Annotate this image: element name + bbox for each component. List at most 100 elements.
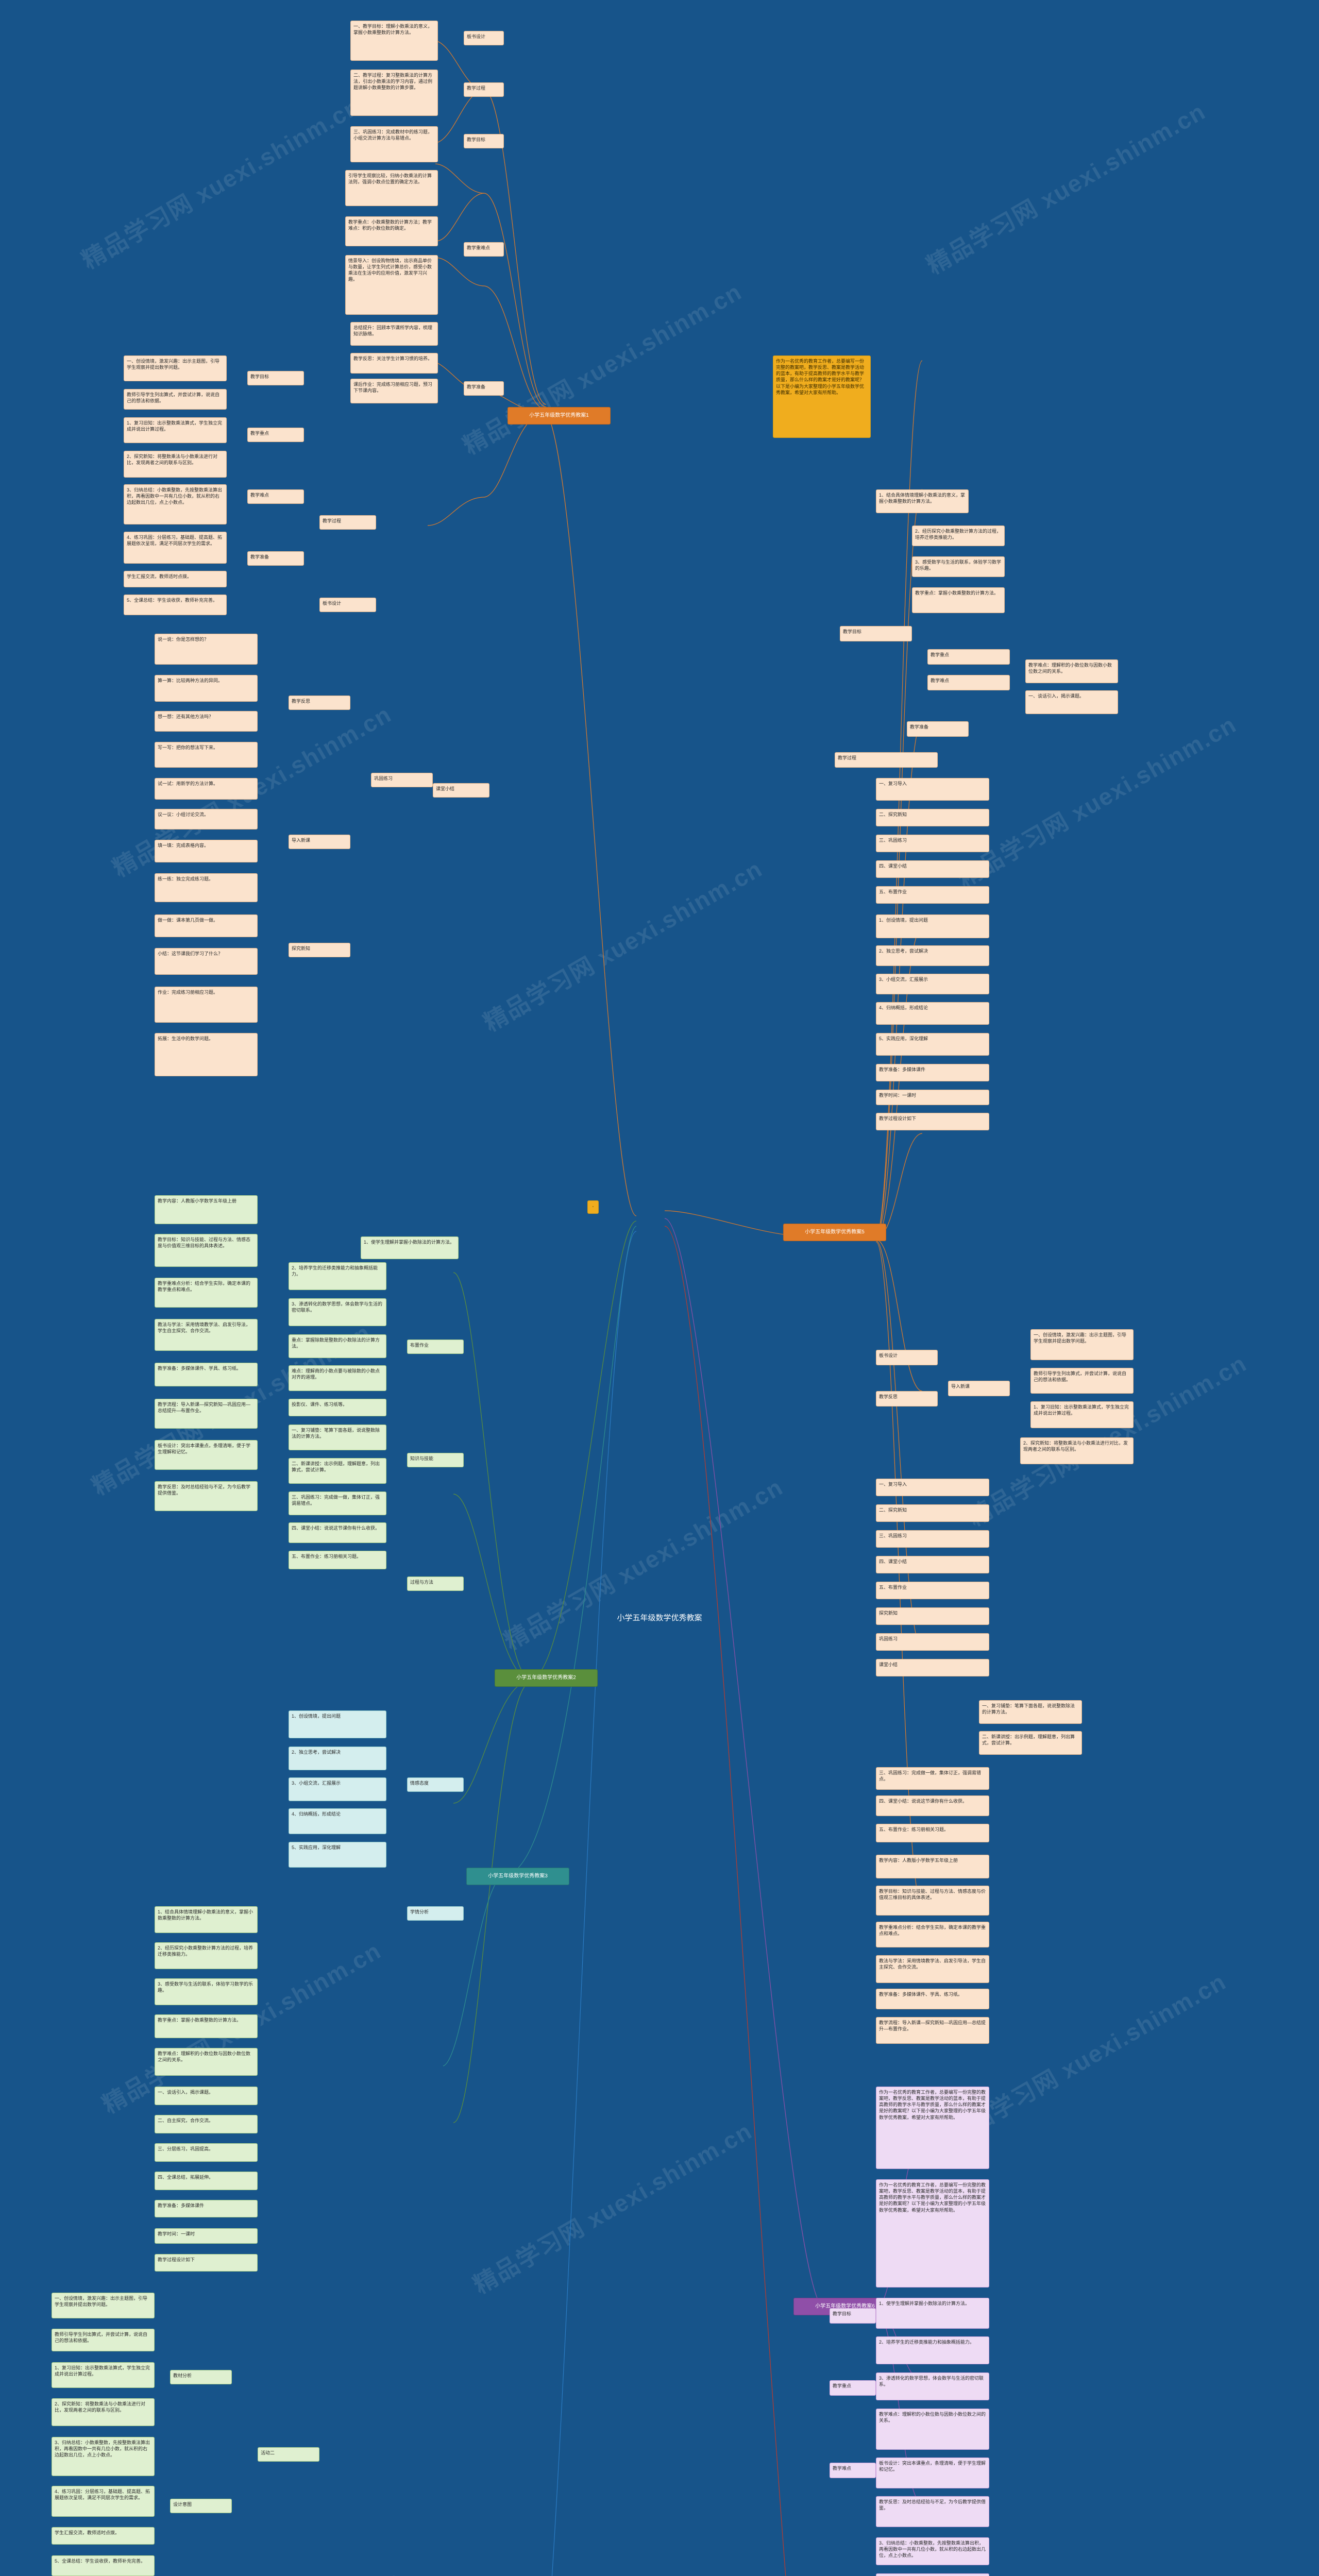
node-left-3[interactable]: 三、巩固练习：完成教材中的练习题，小组交流计算方法与易错点。 bbox=[350, 126, 438, 162]
leaf-11[interactable]: 作业：完成练习册相应习题。 bbox=[155, 987, 258, 1023]
leaf-6[interactable]: 议一议：小组讨论交流。 bbox=[155, 809, 258, 829]
node-right-18[interactable]: 教学时间：一课时 bbox=[876, 1090, 989, 1105]
leaf-10[interactable]: 小结：这节课我们学习了什么？ bbox=[155, 948, 258, 975]
node-right-7[interactable]: 一、复习导入 bbox=[876, 778, 989, 801]
leaf-7[interactable]: 填一填：完成表格内容。 bbox=[155, 840, 258, 862]
node-right-25[interactable]: 二、探究新知 bbox=[876, 1504, 989, 1522]
node-lower-8[interactable]: 三、分层练习，巩固提高。 bbox=[155, 2143, 258, 2162]
branch-label-2[interactable]: 小学五年级数学优秀教案2 bbox=[495, 1669, 598, 1687]
node-right-4[interactable]: 教学重点：掌握小数乘整数的计算方法。 bbox=[912, 587, 1005, 613]
misc-right-6[interactable]: 板书设计 bbox=[876, 1350, 938, 1365]
leaf-12[interactable]: 拓展：生活中的数学问题。 bbox=[155, 1033, 258, 1076]
node-right-33[interactable]: 二、新课讲授：出示例题，理解题意，列出算式，尝试计算。 bbox=[979, 1731, 1082, 1755]
node-teal-1[interactable]: 1、创设情境，提出问题 bbox=[289, 1710, 386, 1738]
node-purple-6[interactable]: 教学难点：理解积的小数位数与因数小数位数之间的关系。 bbox=[876, 2409, 989, 2450]
leaf-9[interactable]: 做一做：课本第几页做一做。 bbox=[155, 914, 258, 937]
node-right-8[interactable]: 二、探究新知 bbox=[876, 809, 989, 826]
node-lower-9[interactable]: 四、全课总结，拓展延伸。 bbox=[155, 2172, 258, 2190]
node-left-5[interactable]: 教学重点：小数乘整数的计算方法；教学难点：积的小数位数的确定。 bbox=[345, 216, 438, 246]
misc-right-8[interactable]: 导入新课 bbox=[948, 1381, 1010, 1396]
node-right-27[interactable]: 四、课堂小结 bbox=[876, 1556, 989, 1573]
misc-label-9[interactable]: 探究新知 bbox=[289, 943, 350, 957]
node-right-36[interactable]: 五、布置作业：练习册相关习题。 bbox=[876, 1824, 989, 1842]
node-colB-7[interactable]: 一、复习铺垫：笔算下面各题，说说整数除法的计算方法。 bbox=[289, 1425, 386, 1450]
misc-purple-3[interactable]: 教学难点 bbox=[830, 2463, 876, 2478]
node-right-16[interactable]: 5、实践应用，深化理解 bbox=[876, 1033, 989, 1056]
subnode-top-2[interactable]: 教学过程 bbox=[464, 82, 504, 97]
node-colC-1[interactable]: 教学内容：人教版小学数学五年级上册 bbox=[155, 1195, 258, 1224]
node-colC-2[interactable]: 教学目标：知识与技能、过程与方法、情感态度与价值观三维目标的具体表述。 bbox=[155, 1234, 258, 1267]
intro-block[interactable]: 作为一名优秀的教育工作者，总要编写一份完整的教案吧，教学反思、教案是教学活动的蓝… bbox=[773, 355, 871, 438]
node-lower-10[interactable]: 教学准备：多媒体课件 bbox=[155, 2200, 258, 2217]
node-lower-16[interactable]: 2、探究新知：将整数乘法与小数乘法进行对比，发现两者之间的联系与区别。 bbox=[52, 2398, 155, 2426]
leaf-2[interactable]: 算一算：比较两种方法的异同。 bbox=[155, 675, 258, 702]
node-right-37[interactable]: 教学内容：人教版小学数学五年级上册 bbox=[876, 1855, 989, 1878]
node-right-31[interactable]: 课堂小结 bbox=[876, 1659, 989, 1676]
node-lower-6[interactable]: 一、谈话引入，揭示课题。 bbox=[155, 2087, 258, 2105]
subnode-top-4[interactable]: 教学重难点 bbox=[464, 242, 504, 257]
node-colA-6[interactable]: 4、练习巩固：分层练习，基础题、提高题、拓展题依次呈现，满足不同层次学生的需求。 bbox=[124, 532, 227, 564]
node-colC-5[interactable]: 教学准备：多媒体课件、学具、练习纸。 bbox=[155, 1363, 258, 1386]
node-right-11[interactable]: 五、布置作业 bbox=[876, 886, 989, 904]
branch-label-5[interactable]: 小学五年级数学优秀教案5 bbox=[783, 1224, 886, 1241]
node-purple-1[interactable]: 作为一名优秀的教育工作者，总要编写一份完整的教案吧，教学反思、教案是教学活动的蓝… bbox=[876, 2087, 989, 2169]
node-colB-8[interactable]: 二、新课讲授：出示例题，理解题意，列出算式，尝试计算。 bbox=[289, 1458, 386, 1484]
node-left-6[interactable]: 情景导入：创设购物情境，出示商品单价与数量，让学生列式计算总价，感受小数乘法在生… bbox=[345, 255, 438, 315]
node-colB-4[interactable]: 重点：掌握除数是整数的小数除法的计算方法。 bbox=[289, 1334, 386, 1358]
node-purple-7[interactable]: 板书设计：突出本课重点，条理清晰，便于学生理解和记忆。 bbox=[876, 2458, 989, 2488]
node-purple-5[interactable]: 3、渗透转化的数学思想，体会数学与生活的密切联系。 bbox=[876, 2372, 989, 2400]
node-left-4[interactable]: 引导学生观察比较，归纳小数乘法的计算法则，强调小数点位置的确定方法。 bbox=[345, 170, 438, 206]
node-right-40[interactable]: 教法与学法：采用情境教学法、启发引导法，学生自主探究、合作交流。 bbox=[876, 1955, 989, 1983]
branch-label-3[interactable]: 小学五年级数学优秀教案3 bbox=[466, 1868, 569, 1885]
node-right-34[interactable]: 三、巩固练习：完成做一做，集体订正，强调易错点。 bbox=[876, 1767, 989, 1790]
node-lower-3[interactable]: 3、感受数学与生活的联系，体验学习数学的乐趣。 bbox=[155, 1978, 258, 2005]
misc-label-10[interactable]: 巩固练习 bbox=[371, 773, 433, 787]
node-purple-9[interactable]: 3、归纳总结：小数乘整数，先按整数乘法算出积，再看因数中一共有几位小数，就从积的… bbox=[876, 2537, 989, 2565]
node-lower-15[interactable]: 1、复习旧知：出示整数乘法算式，学生独立完成并说出计算过程。 bbox=[52, 2362, 155, 2388]
node-right-3[interactable]: 3、感受数学与生活的联系，体验学习数学的乐趣。 bbox=[912, 556, 1005, 577]
node-lower-11[interactable]: 教学时间：一课时 bbox=[155, 2228, 258, 2244]
node-colC-8[interactable]: 教学反思：及时总结经验与不足，为今后教学提供借鉴。 bbox=[155, 1481, 258, 1511]
leaf-1[interactable]: 说一说：你是怎样想的？ bbox=[155, 634, 258, 665]
misc-purple-1[interactable]: 教学目标 bbox=[830, 2308, 876, 2324]
node-right-39[interactable]: 教学重难点分析：结合学生实际，确定本课的教学重点和难点。 bbox=[876, 1922, 989, 1947]
node-right-26[interactable]: 三、巩固练习 bbox=[876, 1530, 989, 1548]
misc-label-1[interactable]: 教学目标 bbox=[247, 371, 304, 385]
misc-label-5[interactable]: 教学过程 bbox=[319, 515, 376, 530]
node-colA-2[interactable]: 教师引导学生列出算式，并尝试计算，说说自己的想法和依据。 bbox=[124, 389, 227, 410]
node-right-20[interactable]: 一、创设情境，激发兴趣：出示主题图，引导学生观察并提出数学问题。 bbox=[1030, 1329, 1134, 1360]
node-colB-10[interactable]: 四、课堂小结：说说这节课你有什么收获。 bbox=[289, 1522, 386, 1543]
node-colC-4[interactable]: 教法与学法：采用情境教学法、启发引导法，学生自主探究、合作交流。 bbox=[155, 1319, 258, 1351]
misc-label-20[interactable]: 活动二 bbox=[258, 2447, 319, 2462]
node-colA-7[interactable]: 学生汇报交流，教师适时点拨。 bbox=[124, 571, 227, 587]
misc-right-1[interactable]: 教学目标 bbox=[840, 626, 912, 641]
misc-label-7[interactable]: 教学反思 bbox=[289, 696, 350, 710]
node-colB-9[interactable]: 三、巩固练习：完成做一做，集体订正，强调易错点。 bbox=[289, 1492, 386, 1515]
node-purple-8[interactable]: 教学反思：及时总结经验与不足，为今后教学提供借鉴。 bbox=[876, 2496, 989, 2527]
node-teal-4[interactable]: 4、归纳概括，形成结论 bbox=[289, 1808, 386, 1834]
node-right-22[interactable]: 1、复习旧知：出示整数乘法算式，学生独立完成并说出计算过程。 bbox=[1030, 1401, 1134, 1428]
node-right-17[interactable]: 教学准备：多媒体课件 bbox=[876, 1064, 989, 1081]
node-right-21[interactable]: 教师引导学生列出算式，并尝试计算，说说自己的想法和依据。 bbox=[1030, 1368, 1134, 1394]
misc-right-5[interactable]: 教学过程 bbox=[835, 752, 938, 768]
node-colA-1[interactable]: 一、创设情境，激发兴趣：出示主题图，引导学生观察并提出数学问题。 bbox=[124, 355, 227, 381]
node-lower-4[interactable]: 教学重点：掌握小数乘整数的计算方法。 bbox=[155, 2014, 258, 2038]
misc-label-16[interactable]: 学情分析 bbox=[407, 1906, 464, 1921]
node-right-19[interactable]: 教学过程设计如下 bbox=[876, 1113, 989, 1130]
node-lower-18[interactable]: 4、练习巩固：分层练习，基础题、提高题、拓展题依次呈现，满足不同层次学生的需求。 bbox=[52, 2486, 155, 2517]
node-purple-2[interactable]: 作为一名优秀的教育工作者，总要编写一份完整的教案吧，教学反思、教案是教学活动的蓝… bbox=[876, 2179, 989, 2287]
node-lower-14[interactable]: 教师引导学生列出算式，并尝试计算，说说自己的想法和依据。 bbox=[52, 2329, 155, 2351]
node-colB-1[interactable]: 1、使学生理解并掌握小数除法的计算方法。 bbox=[361, 1236, 459, 1259]
node-colC-6[interactable]: 教学流程：导入新课—探究新知—巩固应用—总结提升—布置作业。 bbox=[155, 1399, 258, 1429]
misc-label-13[interactable]: 知识与技能 bbox=[407, 1453, 464, 1467]
misc-label-18[interactable]: 设计意图 bbox=[170, 2499, 232, 2513]
misc-right-4[interactable]: 教学准备 bbox=[907, 721, 969, 737]
leaf-5[interactable]: 试一试：用新学的方法计算。 bbox=[155, 778, 258, 800]
node-colA-4[interactable]: 2、探究新知：将整数乘法与小数乘法进行对比，发现两者之间的联系与区别。 bbox=[124, 451, 227, 478]
node-right-10[interactable]: 四、课堂小结 bbox=[876, 860, 989, 878]
misc-label-2[interactable]: 教学重点 bbox=[247, 428, 304, 442]
node-right-28[interactable]: 五、布置作业 bbox=[876, 1582, 989, 1599]
node-left-9[interactable]: 课后作业：完成练习册相应习题，预习下节课内容。 bbox=[350, 379, 438, 403]
node-left-1[interactable]: 一、教学目标：理解小数乘法的意义，掌握小数乘整数的计算方法。 bbox=[350, 21, 438, 61]
misc-right-3[interactable]: 教学难点 bbox=[927, 675, 1010, 690]
